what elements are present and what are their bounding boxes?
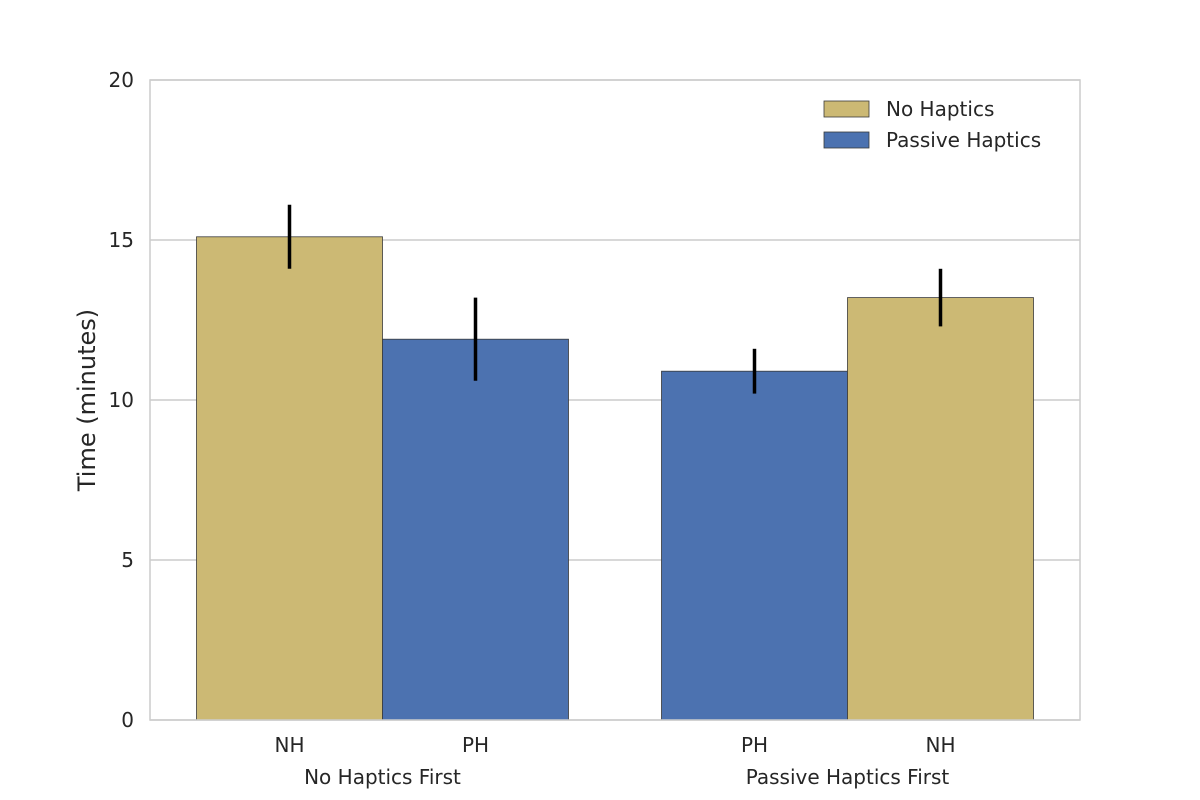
bar-ph-group-1 <box>382 338 569 721</box>
group-label: No Haptics First <box>304 765 461 789</box>
error-bars <box>287 204 943 394</box>
y-tick-label: 10 <box>109 388 134 412</box>
x-tick-label: NH <box>926 733 956 757</box>
x-tick-label: NH <box>275 733 305 757</box>
x-tick-label: PH <box>462 733 489 757</box>
bar-nh-group-1 <box>196 236 383 721</box>
legend-swatch <box>823 131 870 149</box>
y-tick-label: 15 <box>109 228 134 252</box>
legend: No Haptics Passive Haptics <box>823 97 1041 152</box>
group-label: Passive Haptics First <box>746 765 950 789</box>
bars <box>196 236 1034 721</box>
x-tick-label: PH <box>741 733 768 757</box>
y-tick-label: 0 <box>121 708 134 732</box>
legend-label: Passive Haptics <box>886 128 1041 152</box>
y-axis-label: Time (minutes) <box>73 309 101 492</box>
plot-frame <box>149 79 1081 721</box>
legend-swatch <box>823 100 870 118</box>
group-labels: No Haptics First Passive Haptics First <box>304 765 949 789</box>
y-tick-labels: 0 5 10 15 20 <box>109 68 134 732</box>
y-tick-label: 5 <box>121 548 134 572</box>
x-tick-labels: NH PH PH NH <box>275 733 956 757</box>
bar-ph-group-2 <box>661 370 848 721</box>
bar-nh-group-2 <box>847 297 1034 721</box>
legend-label: No Haptics <box>886 97 994 121</box>
y-tick-label: 20 <box>109 68 134 92</box>
